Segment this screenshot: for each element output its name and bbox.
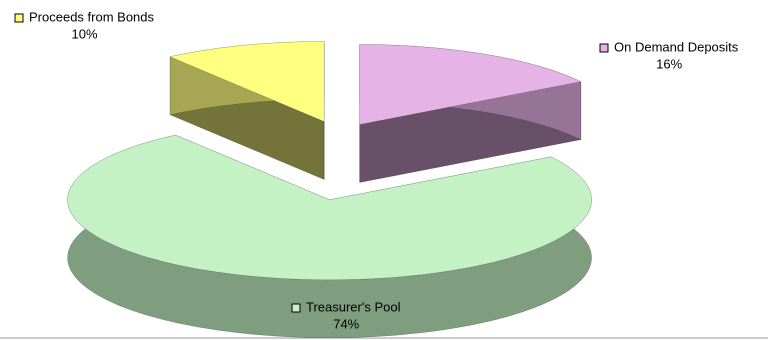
slice-side [67, 135, 592, 338]
legend-marker [291, 303, 301, 313]
pie-slice [67, 134, 592, 281]
legend-marker [14, 13, 24, 23]
slice-percent: 10% [71, 26, 97, 41]
legend-marker [599, 43, 609, 53]
slice-label: Proceeds from Bonds [29, 9, 155, 24]
slice-label: On Demand Deposits [614, 39, 739, 54]
slice-percent: 16% [656, 56, 682, 71]
pie-slice [169, 41, 325, 122]
slice-percent: 74% [333, 316, 359, 331]
slice-label: Treasurer's Pool [306, 299, 401, 314]
pie-slice [359, 44, 582, 125]
